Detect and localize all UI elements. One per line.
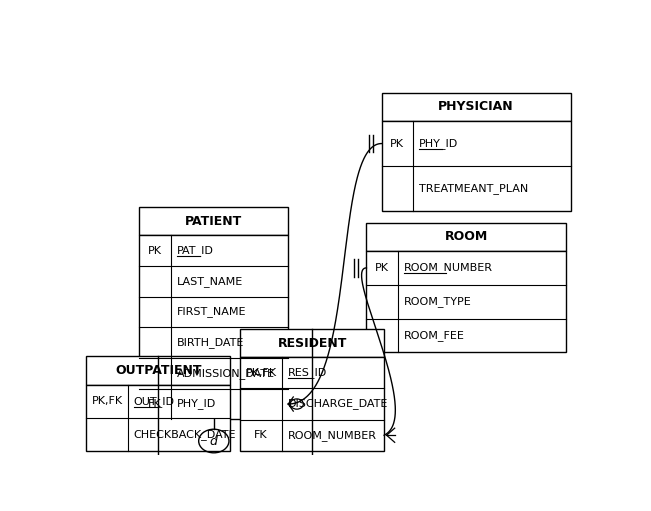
Text: RESIDENT: RESIDENT (277, 337, 347, 350)
Text: ROOM: ROOM (445, 230, 488, 243)
Text: ADMISSION_DATE: ADMISSION_DATE (176, 368, 275, 379)
FancyBboxPatch shape (367, 251, 566, 353)
Text: PK: PK (390, 138, 404, 149)
Text: RES_ID: RES_ID (288, 367, 327, 378)
Text: CHECKBACK_DATE: CHECKBACK_DATE (134, 429, 236, 440)
Text: ROOM_TYPE: ROOM_TYPE (404, 296, 471, 307)
Text: d: d (210, 434, 217, 448)
Text: PK: PK (148, 246, 162, 256)
Text: PAT_ID: PAT_ID (176, 245, 214, 256)
Text: BIRTH_DATE: BIRTH_DATE (176, 337, 244, 348)
Text: LAST_NAME: LAST_NAME (176, 276, 243, 287)
FancyBboxPatch shape (367, 223, 566, 251)
FancyBboxPatch shape (381, 121, 571, 211)
FancyBboxPatch shape (139, 235, 288, 420)
FancyBboxPatch shape (87, 357, 230, 385)
Text: PK,FK: PK,FK (245, 368, 277, 378)
FancyBboxPatch shape (381, 93, 571, 121)
Text: FIRST_NAME: FIRST_NAME (176, 307, 246, 317)
Text: FK: FK (254, 430, 268, 440)
Text: PHY_ID: PHY_ID (419, 138, 458, 149)
Text: PATIENT: PATIENT (185, 215, 242, 227)
Text: ROOM_NUMBER: ROOM_NUMBER (404, 263, 493, 273)
FancyBboxPatch shape (87, 385, 230, 451)
Text: PK: PK (375, 263, 389, 273)
Text: FK: FK (148, 399, 162, 409)
Text: OUTPATIENT: OUTPATIENT (115, 364, 202, 377)
Text: OUT_ID: OUT_ID (134, 396, 175, 407)
FancyBboxPatch shape (139, 207, 288, 235)
Text: ROOM_NUMBER: ROOM_NUMBER (288, 430, 377, 440)
Text: PHYSICIAN: PHYSICIAN (438, 101, 514, 113)
Text: DISCHARGE_DATE: DISCHARGE_DATE (288, 399, 388, 409)
Text: PK,FK: PK,FK (92, 396, 122, 406)
FancyBboxPatch shape (240, 357, 384, 451)
Text: ROOM_FEE: ROOM_FEE (404, 330, 465, 341)
Text: PHY_ID: PHY_ID (176, 399, 216, 409)
Text: TREATMEANT_PLAN: TREATMEANT_PLAN (419, 183, 528, 194)
FancyBboxPatch shape (240, 329, 384, 357)
